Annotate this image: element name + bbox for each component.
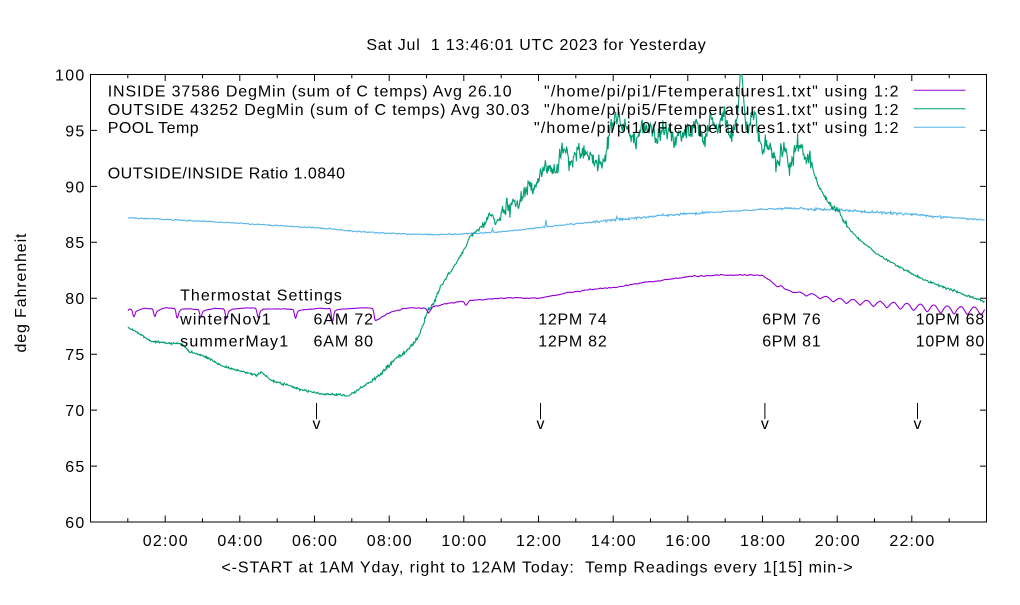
svg-text:<-START at 1AM Yday, right to: <-START at 1AM Yday, right to 12AM Today…: [221, 560, 853, 577]
svg-text:100: 100: [55, 67, 86, 84]
svg-text:INSIDE 37586 DegMin (sum of C: INSIDE 37586 DegMin (sum of C temps) Avg…: [108, 84, 513, 101]
svg-text:6PM 81: 6PM 81: [762, 334, 821, 351]
svg-text:OUTSIDE 43252 DegMin (sum of C: OUTSIDE 43252 DegMin (sum of C temps) Av…: [108, 102, 531, 119]
svg-text:10:00: 10:00: [441, 533, 487, 550]
svg-text:12PM 82: 12PM 82: [538, 334, 607, 351]
svg-text:6AM 72: 6AM 72: [314, 311, 374, 328]
svg-text:16:00: 16:00: [665, 533, 711, 550]
svg-text:v: v: [761, 416, 770, 433]
svg-text:12:00: 12:00: [516, 533, 562, 550]
svg-text:60: 60: [65, 515, 85, 532]
svg-text:summerMay1: summerMay1: [180, 334, 289, 351]
svg-text:02:00: 02:00: [143, 533, 189, 550]
svg-text:04:00: 04:00: [217, 533, 263, 550]
svg-text:06:00: 06:00: [292, 533, 338, 550]
svg-text:OUTSIDE/INSIDE Ratio 1.0840: OUTSIDE/INSIDE Ratio 1.0840: [108, 166, 346, 183]
svg-text:95: 95: [65, 123, 85, 140]
svg-text:20:00: 20:00: [815, 533, 861, 550]
svg-text:winterNov1: winterNov1: [179, 311, 272, 328]
svg-text:08:00: 08:00: [367, 533, 413, 550]
svg-text:18:00: 18:00: [740, 533, 786, 550]
svg-text:10PM 80: 10PM 80: [916, 334, 985, 351]
svg-text:v: v: [536, 416, 545, 433]
svg-text:65: 65: [65, 459, 85, 476]
svg-text:70: 70: [65, 403, 85, 420]
svg-text:POOL Temp: POOL Temp: [108, 120, 199, 137]
svg-text:12PM 74: 12PM 74: [538, 311, 607, 328]
svg-text:14:00: 14:00: [591, 533, 637, 550]
svg-text:90: 90: [65, 179, 85, 196]
svg-text:6PM 76: 6PM 76: [762, 311, 821, 328]
svg-text:85: 85: [65, 235, 85, 252]
svg-text:75: 75: [65, 347, 85, 364]
svg-text:deg Fahrenheit: deg Fahrenheit: [13, 233, 30, 353]
svg-text:"/home/pi/pi5/Ftemperatures1.t: "/home/pi/pi5/Ftemperatures1.txt" using …: [544, 102, 900, 119]
svg-text:6AM 80: 6AM 80: [314, 334, 374, 351]
svg-text:10PM 68: 10PM 68: [916, 311, 985, 328]
svg-text:"/home/pi/pi10/Ftemperatures1.: "/home/pi/pi10/Ftemperatures1.txt" using…: [534, 120, 900, 137]
svg-text:v: v: [312, 416, 321, 433]
svg-text:v: v: [913, 416, 922, 433]
svg-text:Sat Jul 1 13:46:01 UTC 2023 f: Sat Jul 1 13:46:01 UTC 2023 for Yesterda…: [366, 37, 706, 54]
svg-text:22:00: 22:00: [889, 533, 935, 550]
svg-text:Thermostat Settings: Thermostat Settings: [180, 287, 343, 304]
svg-text:"/home/pi/pi1/Ftemperatures1.t: "/home/pi/pi1/Ftemperatures1.txt" using …: [544, 84, 900, 101]
svg-text:80: 80: [65, 291, 85, 308]
